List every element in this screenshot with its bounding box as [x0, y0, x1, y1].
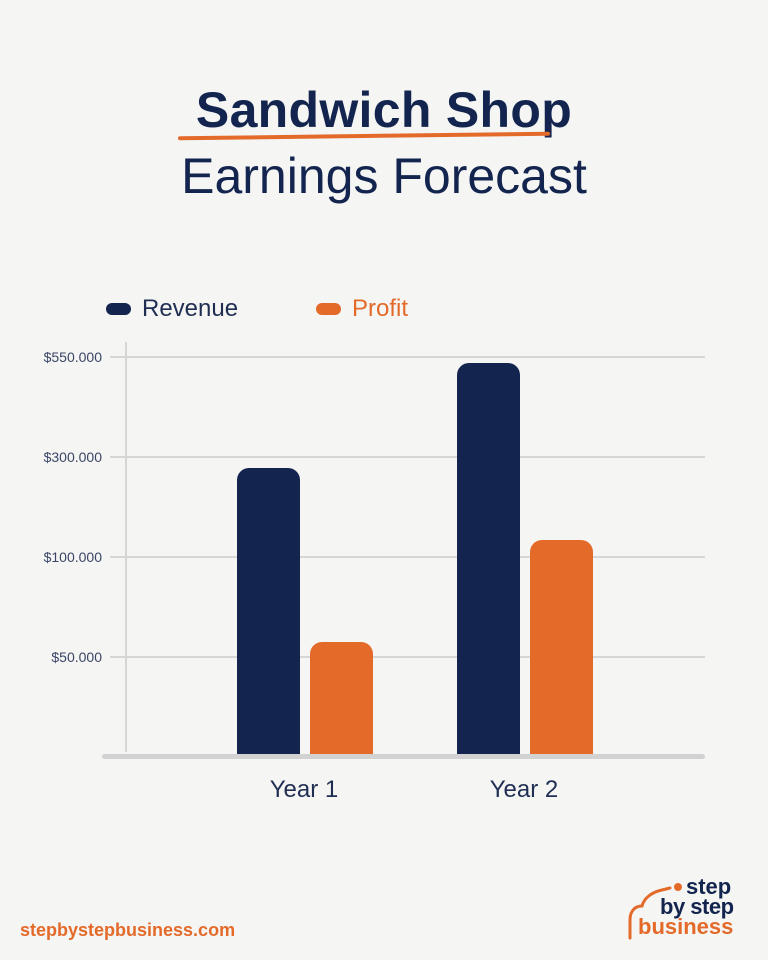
ytick-label: $550.000: [43, 349, 102, 365]
footer-website-link[interactable]: stepbystepbusiness.com: [20, 920, 236, 940]
x-axis-baseline: [102, 754, 705, 759]
logo-text-step: step: [686, 874, 732, 899]
title-line-1: Sandwich Shop: [195, 82, 573, 138]
gridline: [110, 456, 705, 458]
bar-year2-revenue: [457, 363, 520, 755]
gridline: [110, 656, 705, 658]
xtick-label-year1: Year 1: [269, 776, 339, 803]
legend-swatch-profit: [316, 303, 341, 315]
legend-item-profit: Profit: [316, 296, 408, 322]
logo-arc-icon: [628, 883, 682, 940]
bar-year1-revenue: [237, 468, 300, 755]
title-line-2: Earnings Forecast: [181, 148, 587, 204]
legend-item-revenue: Revenue: [106, 296, 238, 322]
gridline: [110, 556, 705, 558]
legend-swatch-revenue: [106, 303, 131, 315]
chart-title: Sandwich Shop Earnings Forecast: [0, 80, 768, 206]
gridline: [110, 356, 705, 358]
bar-year1-profit: [310, 642, 373, 755]
bar-year2-profit: [530, 540, 593, 755]
ytick-label: $100.000: [43, 549, 102, 565]
ytick-label: $300.000: [43, 449, 102, 465]
legend-label-profit: Profit: [352, 295, 409, 322]
logo-text-business: business: [638, 914, 734, 939]
legend-label-revenue: Revenue: [142, 295, 239, 322]
brand-logo: step by step business: [626, 874, 746, 940]
ytick-label: $50.000: [51, 649, 102, 665]
y-axis-line: [125, 342, 127, 752]
xtick-label-year2: Year 2: [489, 776, 559, 803]
logo-text-by-step: by step: [660, 894, 734, 919]
